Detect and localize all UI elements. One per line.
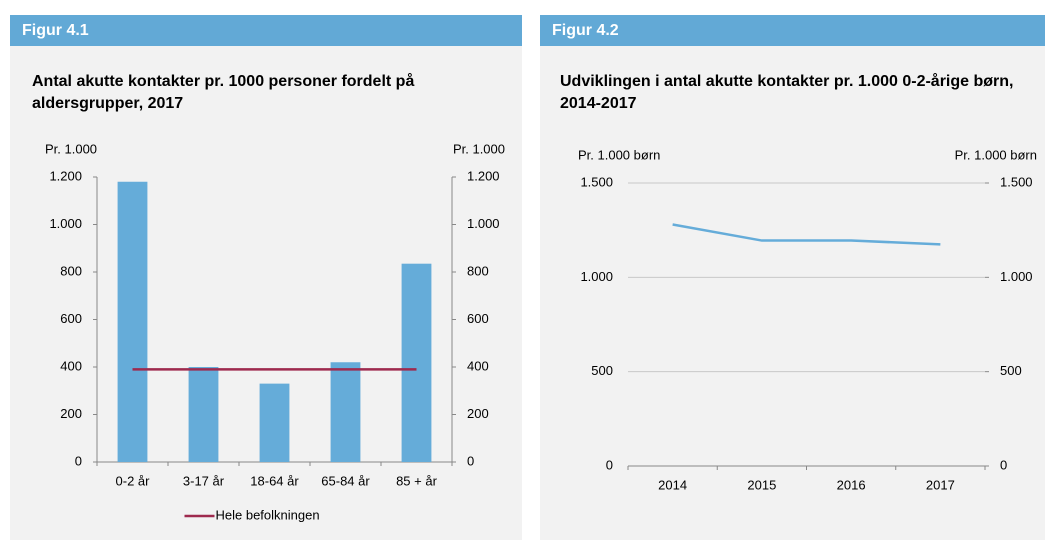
y2-axis-label: Pr. 1.000: [453, 141, 505, 156]
y-tick-label: 400: [60, 358, 82, 373]
bar: [259, 383, 290, 462]
y2-tick-label: 200: [467, 406, 489, 421]
y-tick-label: 1.200: [49, 168, 82, 183]
y2-axis-label: Pr. 1.000 børn: [955, 147, 1037, 162]
y2-tick-label: 400: [467, 358, 489, 373]
y2-tick-label: 500: [1000, 363, 1022, 378]
bar: [330, 362, 361, 462]
bar: [188, 367, 219, 462]
y-axis-label: Pr. 1.000 børn: [578, 147, 660, 162]
bar: [401, 263, 432, 462]
y-axis-label: Pr. 1.000: [45, 141, 97, 156]
bar: [117, 181, 148, 462]
x-tick-label: 3-17 år: [183, 473, 225, 488]
x-tick-label: 2015: [747, 477, 776, 492]
y-tick-label: 0: [606, 457, 613, 472]
x-tick-label: 2014: [658, 477, 687, 492]
y2-tick-label: 1.000: [467, 216, 500, 231]
line: [672, 223, 941, 246]
y-tick-label: 1.000: [49, 216, 82, 231]
y-tick-label: 200: [60, 406, 82, 421]
x-tick-label: 0-2 år: [116, 473, 151, 488]
y-tick-label: 1.000: [580, 269, 613, 284]
chart-title: Antal akutte kontakter pr. 1000 personer…: [32, 73, 415, 112]
x-tick-label: 85 + år: [396, 473, 438, 488]
y2-tick-label: 0: [1000, 457, 1007, 472]
x-tick-label: 2016: [837, 477, 866, 492]
y-tick-label: 800: [60, 263, 82, 278]
y2-tick-label: 1.200: [467, 168, 500, 183]
y-tick-label: 1.500: [580, 174, 613, 189]
x-tick-label: 2017: [926, 477, 955, 492]
y-tick-label: 600: [60, 311, 82, 326]
y2-tick-label: 0: [467, 453, 474, 468]
figure-label: Figur 4.2: [540, 15, 1045, 46]
y-tick-label: 0: [75, 453, 82, 468]
y2-tick-label: 800: [467, 263, 489, 278]
y2-tick-label: 1.000: [1000, 269, 1033, 284]
figure-label: Figur 4.1: [10, 15, 522, 46]
legend-label: Hele befolkningen: [216, 507, 320, 522]
x-tick-label: 65-84 år: [321, 473, 370, 488]
y2-tick-label: 1.500: [1000, 174, 1033, 189]
y2-tick-label: 600: [467, 311, 489, 326]
chart-title: Udviklingen i antal akutte kontakter pr.…: [560, 73, 1014, 112]
y-tick-label: 500: [591, 363, 613, 378]
x-tick-label: 18-64 år: [250, 473, 299, 488]
